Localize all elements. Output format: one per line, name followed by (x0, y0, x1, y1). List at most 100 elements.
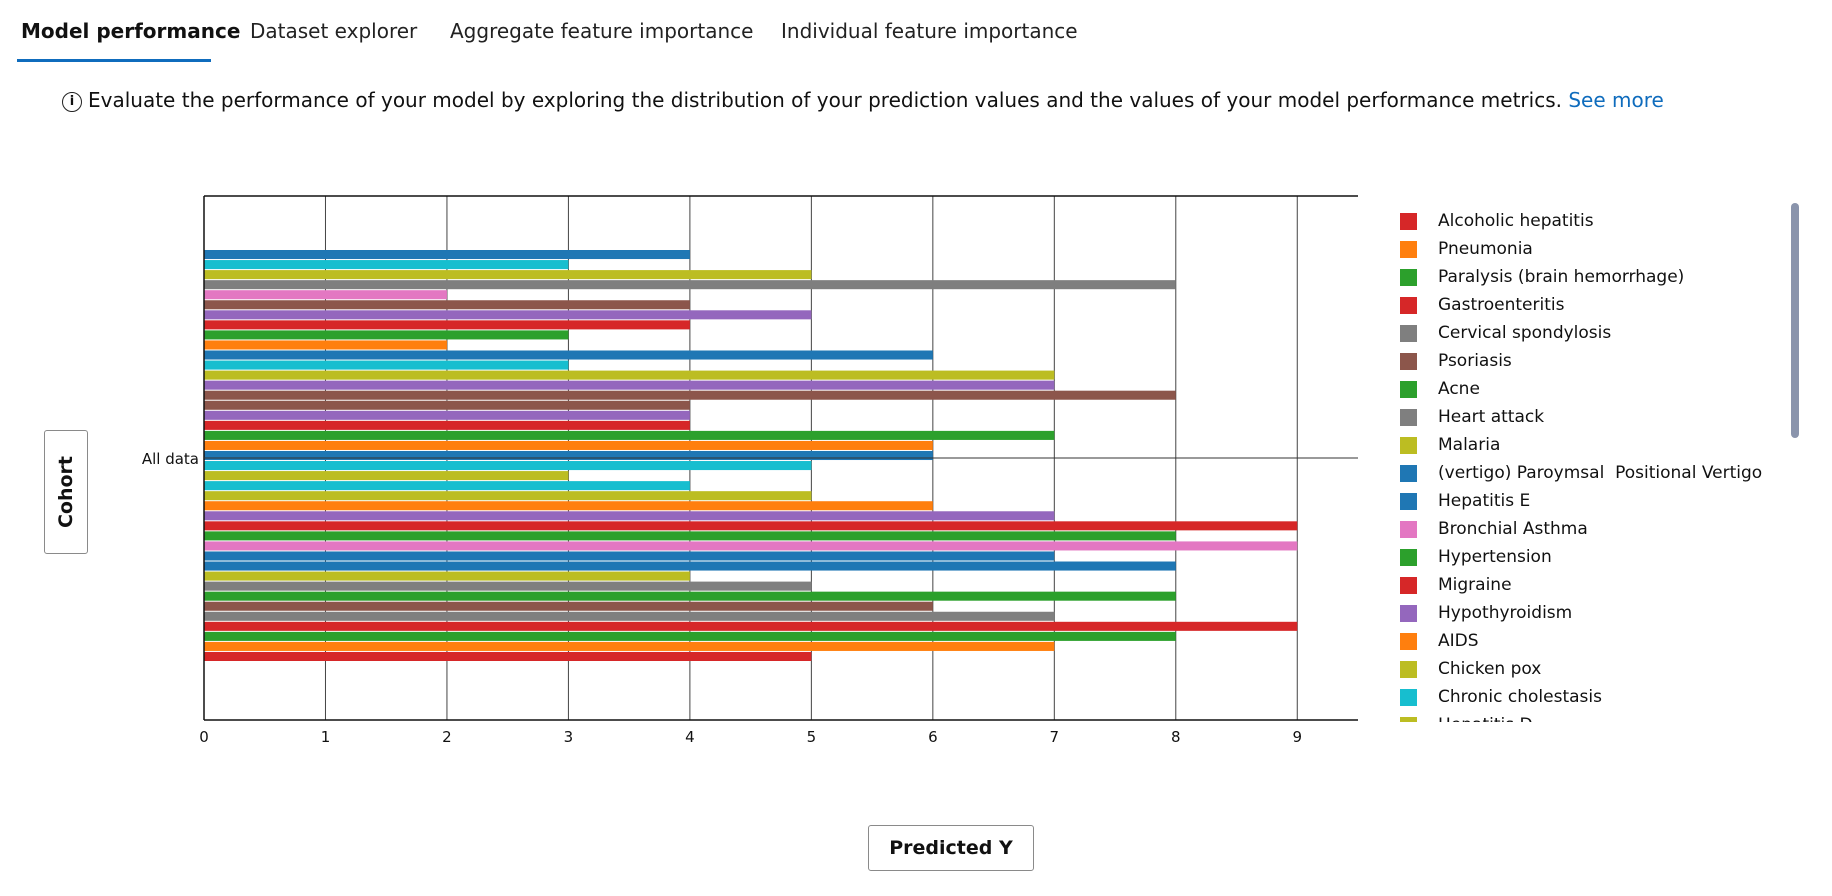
legend-label: (vertigo) Paroymsal Positional Vertigo (1438, 463, 1763, 483)
legend-swatch (1400, 268, 1417, 286)
legend-item[interactable]: Paralysis (brain hemorrhage) (1400, 263, 1684, 291)
legend-item[interactable]: Malaria (1400, 431, 1500, 459)
x-tick-label: 0 (199, 728, 209, 746)
legend-item[interactable]: Alcoholic hepatitis (1400, 207, 1594, 235)
legend-label: Acne (1438, 379, 1480, 399)
category-label: All data (142, 450, 199, 468)
legend-item[interactable]: Gastroenteritis (1400, 291, 1564, 319)
x-tick-label: 8 (1171, 728, 1181, 746)
legend-item[interactable]: Cervical spondylosis (1400, 319, 1611, 347)
legend-swatch (1400, 688, 1417, 706)
legend-swatch (1400, 716, 1417, 722)
x-tick-label: 7 (1050, 728, 1060, 746)
legend-label: Malaria (1438, 435, 1501, 455)
legend-label: Hepatitis E (1438, 491, 1531, 511)
legend-label: Psoriasis (1438, 351, 1512, 371)
see-more-link[interactable]: See more (1568, 88, 1664, 112)
bar (204, 350, 933, 360)
bar (204, 551, 1055, 561)
legend-label: Hypothyroidism (1438, 603, 1573, 623)
x-tick-label: 5 (807, 728, 817, 746)
legend-item[interactable]: Hypothyroidism (1400, 599, 1572, 627)
bar (204, 601, 933, 611)
legend-swatch (1400, 212, 1417, 230)
bar (204, 370, 1055, 380)
legend-swatch (1400, 492, 1417, 510)
bar (204, 380, 1055, 390)
legend-item[interactable]: Hypertension (1400, 543, 1552, 571)
predicted-y-button[interactable]: Predicted Y (868, 825, 1034, 871)
bar (204, 621, 1298, 631)
legend-item[interactable]: Migraine (1400, 571, 1512, 599)
x-tick-label: 1 (321, 728, 331, 746)
legend-item[interactable]: Heart attack (1400, 403, 1544, 431)
legend-swatch (1400, 464, 1417, 482)
bar (204, 260, 569, 270)
legend-item[interactable]: Acne (1400, 375, 1480, 403)
bar (204, 571, 690, 581)
cohort-button[interactable]: Cohort (44, 430, 88, 554)
legend-label: Heart attack (1438, 407, 1545, 427)
bar (204, 420, 690, 430)
bar (204, 511, 1055, 521)
legend-swatch (1400, 380, 1417, 398)
legend-item[interactable]: AIDS (1400, 627, 1479, 655)
legend-label: Chronic cholestasis (1438, 687, 1602, 707)
active-tab-indicator (17, 59, 211, 62)
bar (204, 430, 1055, 440)
bar (204, 250, 690, 260)
chart-legend: Alcoholic hepatitis Pneumonia Paralysis (b… (1400, 207, 1790, 722)
info-bar: i Evaluate the performance of your model … (62, 88, 1664, 112)
legend-label: Hepatitis D (1438, 715, 1533, 722)
bar (204, 340, 447, 350)
legend-item[interactable]: (vertigo) Paroymsal Positional Vertigo (1400, 459, 1762, 487)
legend-item[interactable]: Bronchial Asthma (1400, 515, 1588, 543)
prediction-bar-chart: All data 0 1 2 3 4 5 6 7 8 9 (142, 195, 1358, 746)
bar (204, 491, 812, 501)
tab-individual-feature-importance[interactable]: Individual feature importance (781, 19, 1078, 43)
bar (204, 641, 1055, 651)
legend-item[interactable]: Chicken pox (1400, 655, 1541, 683)
x-tick-label: 3 (564, 728, 574, 746)
bar (204, 360, 569, 370)
legend-label: AIDS (1438, 631, 1479, 651)
legend-swatch (1400, 436, 1417, 454)
legend-swatch (1400, 604, 1417, 622)
legend-item[interactable]: Hepatitis E (1400, 487, 1530, 515)
info-text: Evaluate the performance of your model b… (88, 88, 1562, 112)
bar (204, 270, 812, 280)
bar (204, 631, 1176, 641)
info-icon: i (62, 92, 82, 112)
tab-bar: Model performance Dataset explorer Aggre… (0, 0, 1832, 64)
legend-swatch (1400, 576, 1417, 594)
bar (204, 390, 1176, 400)
legend-label: Migraine (1438, 575, 1512, 595)
legend-swatch (1400, 240, 1417, 258)
bar (204, 481, 690, 491)
legend-swatch (1400, 408, 1417, 426)
legend-swatch (1400, 660, 1417, 678)
legend-scrollbar[interactable] (1791, 203, 1799, 438)
bar (204, 581, 812, 591)
legend-item[interactable]: Hepatitis D (1400, 711, 1533, 722)
tab-aggregate-feature-importance[interactable]: Aggregate feature importance (450, 19, 754, 43)
x-tick-label: 6 (928, 728, 938, 746)
bar (204, 450, 933, 461)
predicted-y-button-label: Predicted Y (889, 837, 1013, 859)
bar (204, 521, 1298, 531)
bar (204, 561, 1176, 571)
x-tick-label: 4 (685, 728, 695, 746)
bar (204, 471, 569, 481)
bar (204, 651, 812, 661)
tab-dataset-explorer[interactable]: Dataset explorer (250, 19, 418, 43)
bar (204, 400, 690, 410)
legend-label: Gastroenteritis (1438, 295, 1565, 315)
bar (204, 461, 812, 471)
bar (204, 591, 1176, 601)
legend-label: Paralysis (brain hemorrhage) (1438, 267, 1685, 287)
legend-item[interactable]: Chronic cholestasis (1400, 683, 1602, 711)
tab-model-performance[interactable]: Model performance (21, 19, 241, 43)
legend-item[interactable]: Pneumonia (1400, 235, 1533, 263)
legend-swatch (1400, 296, 1417, 314)
legend-item[interactable]: Psoriasis (1400, 347, 1512, 375)
